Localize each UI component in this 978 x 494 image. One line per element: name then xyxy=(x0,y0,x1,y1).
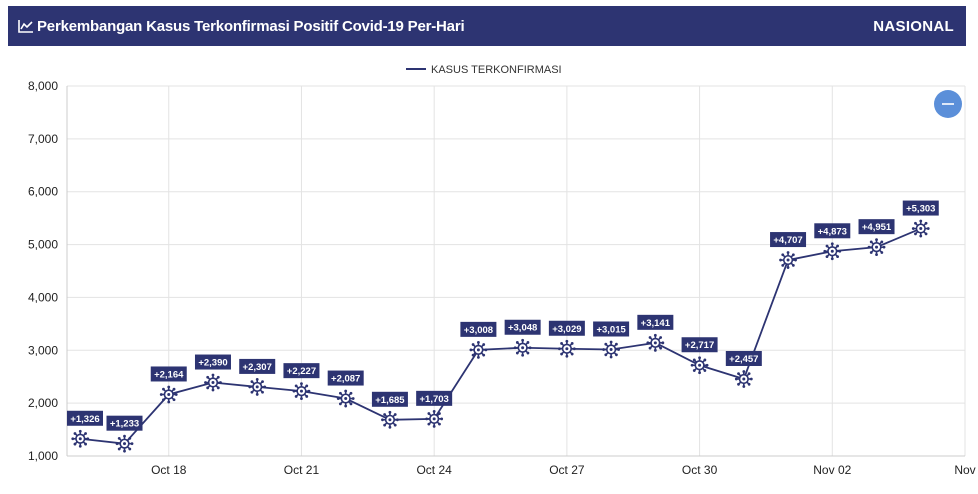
data-label: +3,141 xyxy=(637,314,674,330)
data-point-marker[interactable] xyxy=(646,333,665,352)
data-point-marker[interactable] xyxy=(513,338,532,357)
data-label-text: +2,087 xyxy=(331,374,360,385)
data-point-marker[interactable] xyxy=(336,389,355,408)
y-tick-label: 5,000 xyxy=(28,238,58,252)
data-label: +2,164 xyxy=(150,366,187,382)
data-point-marker[interactable] xyxy=(557,339,576,358)
data-label-layer: +1,326 +1,233 +2,164 +2,390 +2,307 +2,227 +2,0… xyxy=(67,200,939,431)
data-label: +2,457 xyxy=(725,350,762,366)
data-label-text: +3,048 xyxy=(508,323,537,334)
data-label: +3,008 xyxy=(460,321,497,337)
y-tick-label: 1,000 xyxy=(28,449,58,463)
data-label-text: +2,307 xyxy=(243,362,272,373)
x-tick-label: Nov 02 xyxy=(813,463,851,477)
data-label: +2,227 xyxy=(283,363,320,379)
data-label: +3,048 xyxy=(504,319,541,335)
data-label-text: +2,390 xyxy=(198,358,227,369)
data-label-text: +1,685 xyxy=(375,395,405,406)
legend[interactable]: KASUS TERKONFIRMASI xyxy=(406,64,562,76)
data-point-marker[interactable] xyxy=(602,340,621,359)
data-label-text: +2,164 xyxy=(154,369,184,380)
data-label: +4,951 xyxy=(858,219,895,235)
y-tick-label: 4,000 xyxy=(28,290,58,304)
data-label-text: +2,457 xyxy=(729,354,758,365)
y-tick-label: 7,000 xyxy=(28,132,58,146)
data-label-text: +4,873 xyxy=(818,226,847,237)
x-tick-label: Oct 30 xyxy=(682,463,718,477)
data-label: +1,685 xyxy=(371,391,408,407)
data-label: +5,303 xyxy=(902,200,939,216)
data-point-marker[interactable] xyxy=(734,370,753,388)
data-label-text: +3,008 xyxy=(464,325,493,336)
y-tick-label: 6,000 xyxy=(28,185,58,199)
x-tick-label: Nov xyxy=(954,463,975,477)
legend-item-kasus-terkonfirmasi[interactable]: KASUS TERKONFIRMASI xyxy=(431,64,562,76)
data-point-marker[interactable] xyxy=(911,219,930,238)
data-point-marker[interactable] xyxy=(115,434,134,453)
data-label: +2,390 xyxy=(194,354,231,370)
data-point-marker[interactable] xyxy=(823,242,842,261)
data-point-marker[interactable] xyxy=(381,410,399,429)
data-label-text: +1,703 xyxy=(419,394,448,405)
x-tick-label: Oct 27 xyxy=(549,463,585,477)
data-point-marker[interactable] xyxy=(469,340,488,359)
data-point-marker[interactable] xyxy=(204,373,222,392)
data-point-marker[interactable] xyxy=(867,238,886,257)
data-label-text: +3,141 xyxy=(641,318,671,329)
grid-layer xyxy=(67,85,966,457)
data-label-text: +1,233 xyxy=(110,419,139,430)
data-label-text: +3,015 xyxy=(596,324,626,335)
data-label: +1,326 xyxy=(67,410,103,426)
data-point-marker[interactable] xyxy=(425,409,444,428)
zoom-out-button[interactable] xyxy=(934,90,962,118)
marker-layer xyxy=(71,219,930,453)
y-tick-label: 8,000 xyxy=(28,79,58,93)
axis-layer: 1,000 2,000 3,000 4,000 5,000 6,000 7,000 8,000… xyxy=(28,79,976,477)
y-tick-label: 3,000 xyxy=(28,343,58,357)
x-tick-label: Oct 21 xyxy=(284,463,320,477)
y-tick-label: 2,000 xyxy=(28,396,58,410)
data-point-marker[interactable] xyxy=(71,429,90,448)
data-label-text: +1,326 xyxy=(70,414,99,425)
data-label-text: +2,227 xyxy=(287,366,316,377)
data-point-marker[interactable] xyxy=(690,356,709,375)
data-label: +2,307 xyxy=(239,358,276,374)
region-label: NASIONAL xyxy=(873,17,954,35)
data-label: +1,703 xyxy=(416,390,453,406)
data-label: +4,707 xyxy=(770,232,807,248)
header-left: Perkembangan Kasus Terkonfirmasi Positif… xyxy=(18,17,465,35)
data-label: +2,717 xyxy=(681,337,718,353)
data-label-text: +3,029 xyxy=(552,324,581,335)
x-tick-label: Oct 24 xyxy=(416,463,452,477)
data-label-text: +2,717 xyxy=(685,340,714,351)
data-label: +2,087 xyxy=(327,370,364,386)
data-point-marker[interactable] xyxy=(159,385,178,404)
data-label-text: +5,303 xyxy=(906,204,935,215)
data-point-marker[interactable] xyxy=(779,251,797,269)
chart-header: Perkembangan Kasus Terkonfirmasi Positif… xyxy=(8,6,966,46)
chart-title: Perkembangan Kasus Terkonfirmasi Positif… xyxy=(37,17,465,35)
x-tick-label: Oct 18 xyxy=(151,463,187,477)
data-label-text: +4,951 xyxy=(862,222,892,233)
data-label: +1,233 xyxy=(106,415,143,431)
data-label-text: +4,707 xyxy=(773,235,802,246)
data-label: +3,029 xyxy=(548,320,585,336)
data-point-marker[interactable] xyxy=(248,378,267,396)
line-chart-icon xyxy=(18,20,33,33)
data-label: +4,873 xyxy=(814,223,851,239)
data-point-marker[interactable] xyxy=(292,382,311,401)
data-label: +3,015 xyxy=(593,321,630,337)
